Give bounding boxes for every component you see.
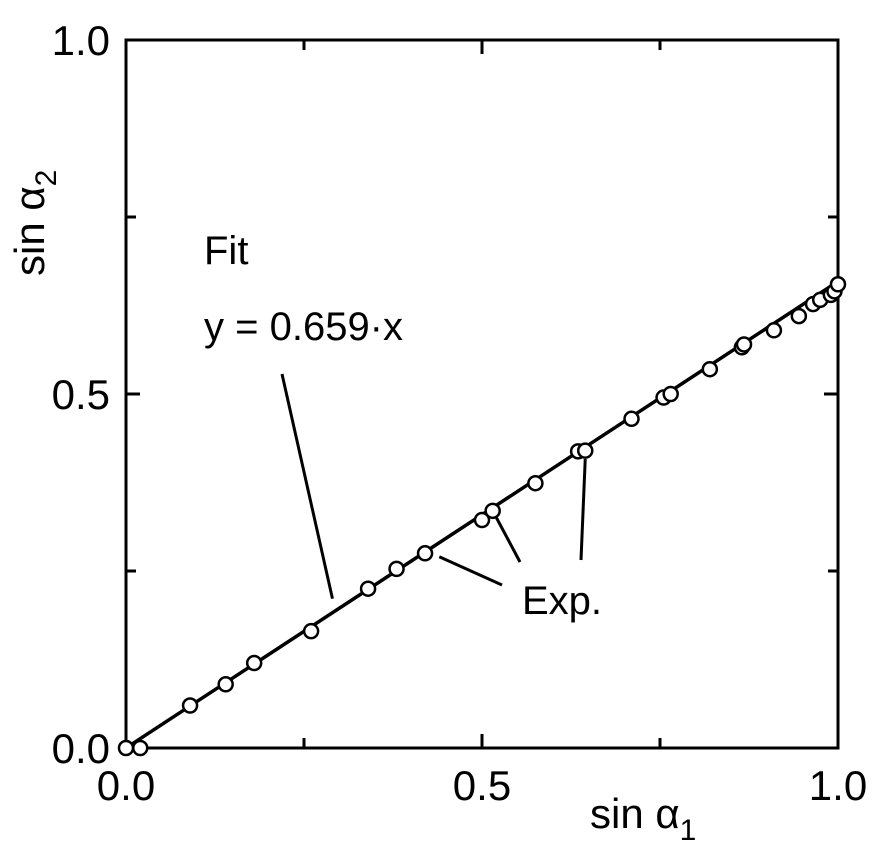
data-point [388,560,405,578]
ticks [124,38,840,750]
plot-frame [124,38,840,750]
x-axis-label-main: sin α [590,790,680,837]
data-point [735,336,753,353]
y-tick-label: 0.0 [52,725,110,772]
x-axis-label-sub: 1 [680,814,697,847]
x-tick-label: 0.0 [97,762,155,809]
data-point [117,739,135,757]
data-point [302,622,320,640]
tick-labels: 0.0 0.5 1.0 0.0 0.5 1.0 [52,17,868,809]
data-point [662,385,679,403]
exp-label: Exp. [522,579,602,623]
data-point [245,654,263,672]
x-tick-label: 1.0 [809,762,867,809]
x-tick-label: 0.5 [453,762,511,809]
data-point [473,511,491,529]
data-point [359,580,377,597]
data-point [416,545,434,562]
data-point [217,676,234,693]
data-point [527,474,544,492]
y-axis-label-main: sin α [6,186,53,276]
fit-equation: y = 0.659·x [204,305,403,349]
data-point [131,739,149,757]
leader-line [438,555,503,587]
data-point [829,276,847,293]
data-point [181,697,199,714]
data-point [701,360,719,378]
leader-line [579,458,587,561]
y-tick-label: 1.0 [52,17,110,64]
fit-label: Fit [204,229,248,273]
annotation-leaders [280,373,587,600]
points-layer [117,276,847,757]
leader-line [280,373,334,600]
leader-line [494,516,522,563]
x-axis-label: sin α1 [590,790,696,847]
data-point [623,410,640,428]
data-point [765,322,783,339]
data-point [576,442,594,459]
data-point [790,307,808,325]
y-tick-label: 0.5 [52,371,110,418]
data-point [484,502,501,520]
y-axis-label: sin α2 [6,170,63,276]
y-axis-label-sub: 2 [30,170,63,187]
